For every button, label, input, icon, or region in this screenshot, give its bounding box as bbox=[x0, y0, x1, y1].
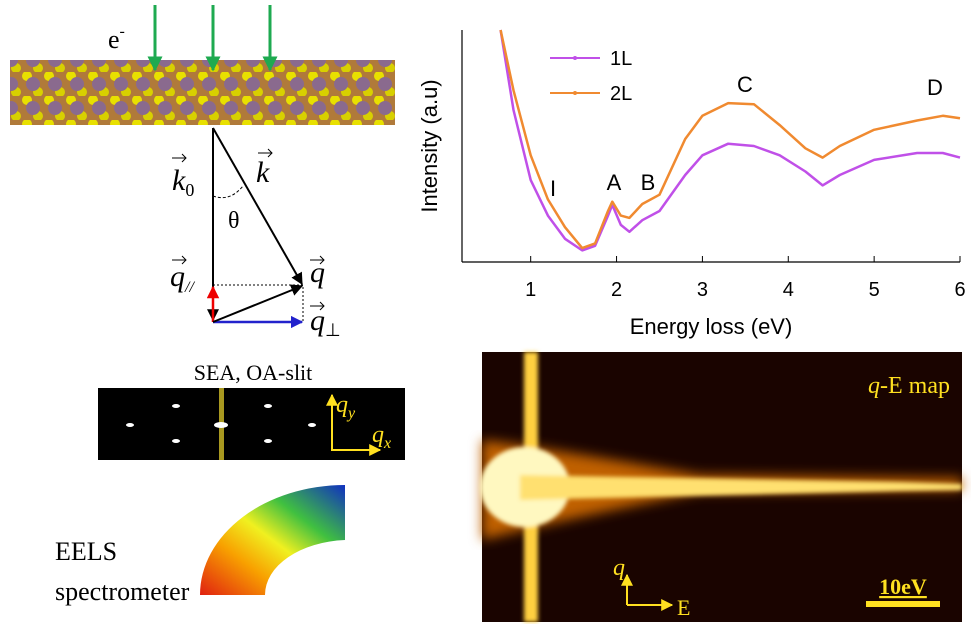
legend-label: 1L bbox=[610, 48, 632, 70]
subscript: 0 bbox=[185, 180, 194, 200]
legend-marker bbox=[573, 91, 577, 95]
text: -E map bbox=[880, 373, 950, 399]
map-q-label: q bbox=[613, 555, 625, 581]
crystal-diagram: e- k0 k θ q// q q⊥ SEA, OA-slit qy qx EE… bbox=[10, 5, 405, 606]
k0-label: k0 bbox=[172, 164, 194, 200]
detector-image bbox=[98, 388, 405, 460]
peak-label: A bbox=[607, 170, 622, 195]
x-tick-label: 5 bbox=[869, 279, 880, 301]
detector-title: SEA, OA-slit bbox=[194, 360, 313, 385]
q-par-label: q// bbox=[170, 260, 195, 296]
subscript: y bbox=[346, 405, 356, 422]
symbol: q bbox=[868, 373, 880, 399]
symbol: q bbox=[336, 392, 348, 418]
peak-label: B bbox=[641, 170, 656, 195]
y-axis-label: Intensity (a.u) bbox=[417, 79, 442, 212]
subscript: ⊥ bbox=[325, 320, 341, 340]
superscript: - bbox=[120, 23, 125, 40]
symbol: e bbox=[108, 25, 120, 54]
qe-map: q-E map q E 10eV bbox=[480, 352, 962, 622]
qy-label: qy bbox=[336, 392, 356, 422]
q-perp-label: q⊥ bbox=[310, 304, 341, 340]
peak-label: C bbox=[737, 72, 753, 97]
spectrometer-label: EELS bbox=[55, 537, 117, 566]
x-tick-label: 3 bbox=[697, 279, 708, 301]
x-tick-label: 1 bbox=[525, 279, 536, 301]
symbol: q bbox=[372, 422, 384, 448]
series-line bbox=[499, 29, 961, 250]
diffraction-spots bbox=[126, 404, 316, 443]
peak-label: I bbox=[550, 176, 556, 201]
spectrometer-prism bbox=[200, 485, 345, 595]
legend-marker bbox=[573, 56, 577, 60]
symbol: q bbox=[170, 260, 185, 293]
k-vector bbox=[212, 127, 303, 286]
q-label: q bbox=[310, 256, 325, 289]
symbol: q bbox=[310, 304, 325, 337]
legend-label: 2L bbox=[610, 83, 632, 105]
symbol: k bbox=[172, 164, 186, 197]
subscript: x bbox=[383, 435, 391, 452]
peak-label: D bbox=[927, 75, 943, 100]
map-e-label: E bbox=[677, 595, 690, 620]
x-tick-label: 2 bbox=[611, 279, 622, 301]
x-tick-label: 4 bbox=[783, 279, 794, 301]
k-label: k bbox=[256, 156, 270, 189]
qx-label: qx bbox=[372, 422, 391, 452]
crystal-layer bbox=[10, 60, 395, 125]
q-vector bbox=[212, 284, 304, 323]
spectrometer-label: spectrometer bbox=[55, 577, 190, 606]
map-title: q-E map bbox=[868, 373, 950, 399]
spectrum-chart: Intensity (a.u) Energy loss (eV) 1 2 3 4 5 6 1… bbox=[417, 29, 966, 339]
x-tick-label: 6 bbox=[954, 279, 965, 301]
angle-arc bbox=[212, 185, 244, 199]
subscript: // bbox=[184, 279, 195, 296]
scale-bar bbox=[866, 601, 940, 607]
electron-label: e- bbox=[108, 23, 125, 54]
theta-label: θ bbox=[228, 208, 240, 234]
series-line bbox=[499, 29, 961, 252]
scale-bar-label: 10eV bbox=[879, 574, 927, 599]
x-axis-label: Energy loss (eV) bbox=[630, 314, 793, 339]
